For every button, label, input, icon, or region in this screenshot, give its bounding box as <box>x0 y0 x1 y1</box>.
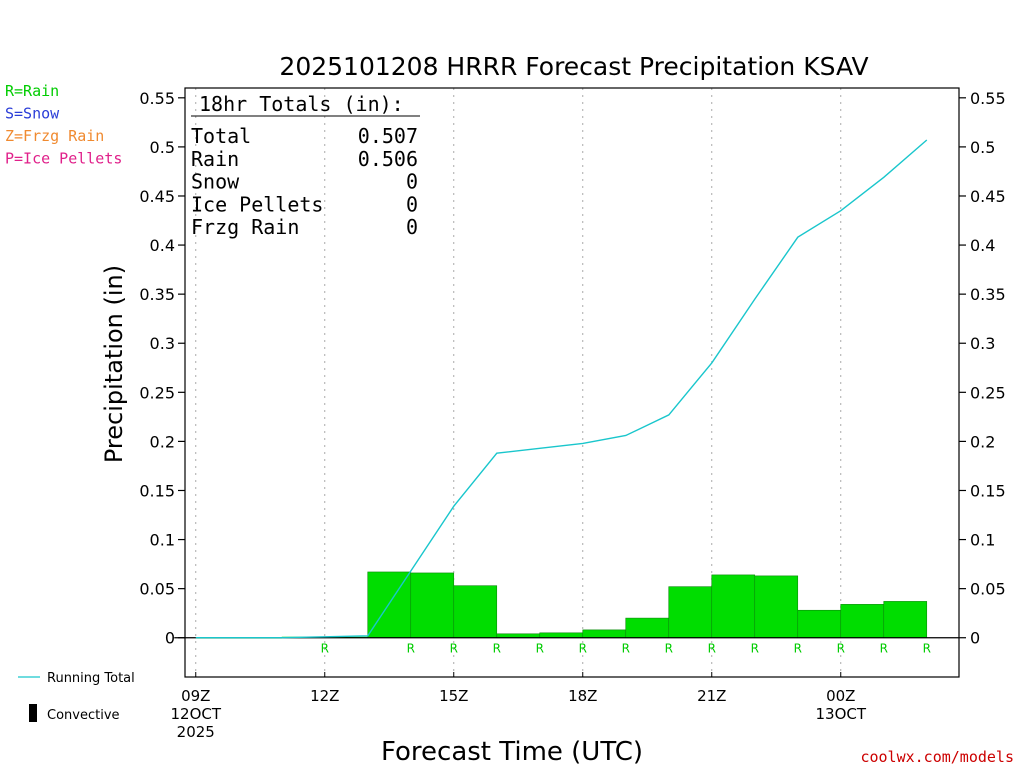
totals-row-value: 0.507 <box>358 124 418 148</box>
chart-legend: Running Total Convective <box>18 671 135 723</box>
vertical-gridlines <box>195 88 842 677</box>
x-tick-label: 13OCT <box>815 705 866 723</box>
y-tick-label-left: 0.05 <box>139 580 175 599</box>
precip-bar <box>840 604 885 639</box>
totals-row-label: Total <box>191 124 251 148</box>
hourly-precip-bars <box>195 571 928 639</box>
precip-type-mark: R <box>923 642 931 656</box>
type-key-item: P=Ice Pellets <box>5 150 122 168</box>
x-tick-label: 18Z <box>568 687 597 705</box>
precip-type-mark: R <box>837 642 845 656</box>
y-axis-label: Precipitation (in) <box>100 265 128 463</box>
precip-bar <box>582 629 627 639</box>
running-total-legend-label: Running Total <box>47 671 135 686</box>
precip-bar <box>668 586 713 639</box>
totals-row-label: Rain <box>191 147 239 171</box>
y-tick-label-right: 0.2 <box>970 432 995 451</box>
y-tick-label-right: 0.3 <box>970 334 995 353</box>
precip-type-mark: R <box>493 642 501 656</box>
precip-type-mark: R <box>407 642 415 656</box>
precip-type-mark: R <box>622 642 630 656</box>
plot-frame <box>184 87 960 678</box>
precip-bar <box>410 572 455 639</box>
y-tick-label-left: 0 <box>165 629 175 648</box>
running-total-layer <box>174 139 959 639</box>
totals-row-label: Snow <box>191 170 240 194</box>
precip-type-mark: R <box>751 642 759 656</box>
y-tick-label-right: 0.25 <box>970 383 1006 402</box>
precip-type-mark: R <box>708 642 716 656</box>
x-tick-label: 21Z <box>697 687 726 705</box>
type-key-item: Z=Frzg Rain <box>5 127 104 145</box>
y-tick-label-left: 0.4 <box>150 236 175 255</box>
y-tick-label-left: 0.45 <box>139 187 175 206</box>
x-tick-label: 15Z <box>439 687 468 705</box>
totals-row-label: Frzg Rain <box>191 215 299 239</box>
y-tick-label-right: 0.4 <box>970 236 995 255</box>
totals-heading: 18hr Totals (in): <box>199 92 404 116</box>
totals-row-value: 0 <box>406 215 418 239</box>
credit-label: coolwx.com/models <box>860 748 1014 766</box>
y-tick-label-right: 0.55 <box>970 89 1006 108</box>
type-key-item: S=Snow <box>5 105 60 123</box>
y-tick-label-left: 0.1 <box>150 531 175 550</box>
y-tick-label-left: 0.3 <box>150 334 175 353</box>
x-tick-label: 12OCT <box>170 705 221 723</box>
y-tick-label-left: 0.25 <box>139 383 175 402</box>
precip-bar <box>711 574 756 639</box>
precip-bar <box>539 632 584 639</box>
precip-bar <box>797 609 842 639</box>
precip-type-mark: R <box>450 642 458 656</box>
y-tick-label-right: 0.5 <box>970 138 995 157</box>
y-tick-label-right: 0 <box>970 629 980 648</box>
x-tick-label: 12Z <box>310 687 339 705</box>
running-total-line <box>195 139 928 639</box>
y-tick-label-left: 0.5 <box>150 138 175 157</box>
totals-row-value: 0 <box>406 170 418 194</box>
y-tick-label-right: 0.15 <box>970 481 1006 500</box>
chart-title: 2025101208 HRRR Forecast Precipitation K… <box>279 52 868 81</box>
totals-row-value: 0 <box>406 192 418 216</box>
totals-box: 18hr Totals (in): Total 0.507 Rain 0.506 Sno… <box>191 92 420 239</box>
convective-legend-label: Convective <box>47 708 120 723</box>
y-tick-label-right: 0.45 <box>970 187 1006 206</box>
x-axis-label: Forecast Time (UTC) <box>381 737 643 767</box>
totals-row-value: 0.506 <box>358 147 418 171</box>
precip-type-mark: R <box>665 642 673 656</box>
precip-bar <box>883 601 928 639</box>
y-tick-label-left: 0.2 <box>150 432 175 451</box>
totals-rows: Total 0.507 Rain 0.506 Snow 0 Ice Pellets 0 Frzg… <box>191 124 418 239</box>
y-axis-ticks: 0 00.05 0.050.1 0.10.15 0.150.2 0.20.25 0.250.… <box>139 89 1005 648</box>
y-tick-label-right: 0.05 <box>970 580 1006 599</box>
precip-type-mark: R <box>794 642 802 656</box>
convective-legend-swatch <box>29 704 37 722</box>
x-tick-label: 00Z <box>826 687 855 705</box>
type-key-item: R=Rain <box>5 82 59 100</box>
x-tick-label: 2025 <box>177 723 215 741</box>
x-tick-label: 09Z <box>181 687 210 705</box>
precip-bar <box>625 617 670 639</box>
totals-row-label: Ice Pellets <box>191 192 323 216</box>
precip-type-mark: R <box>321 642 329 656</box>
precip-type-mark: R <box>536 642 544 656</box>
precip-type-key: R=Rain S=Snow Z=Frzg Rain P=Ice Pellets <box>5 82 122 168</box>
y-tick-label-left: 0.55 <box>139 89 175 108</box>
precip-type-mark: R <box>579 642 587 656</box>
y-tick-label-left: 0.15 <box>139 481 175 500</box>
precip-type-mark: R <box>880 642 888 656</box>
y-tick-label-left: 0.35 <box>139 285 175 304</box>
y-tick-label-right: 0.35 <box>970 285 1006 304</box>
precip-bar <box>754 575 799 639</box>
precip-bar <box>453 585 498 639</box>
y-tick-label-right: 0.1 <box>970 531 995 550</box>
